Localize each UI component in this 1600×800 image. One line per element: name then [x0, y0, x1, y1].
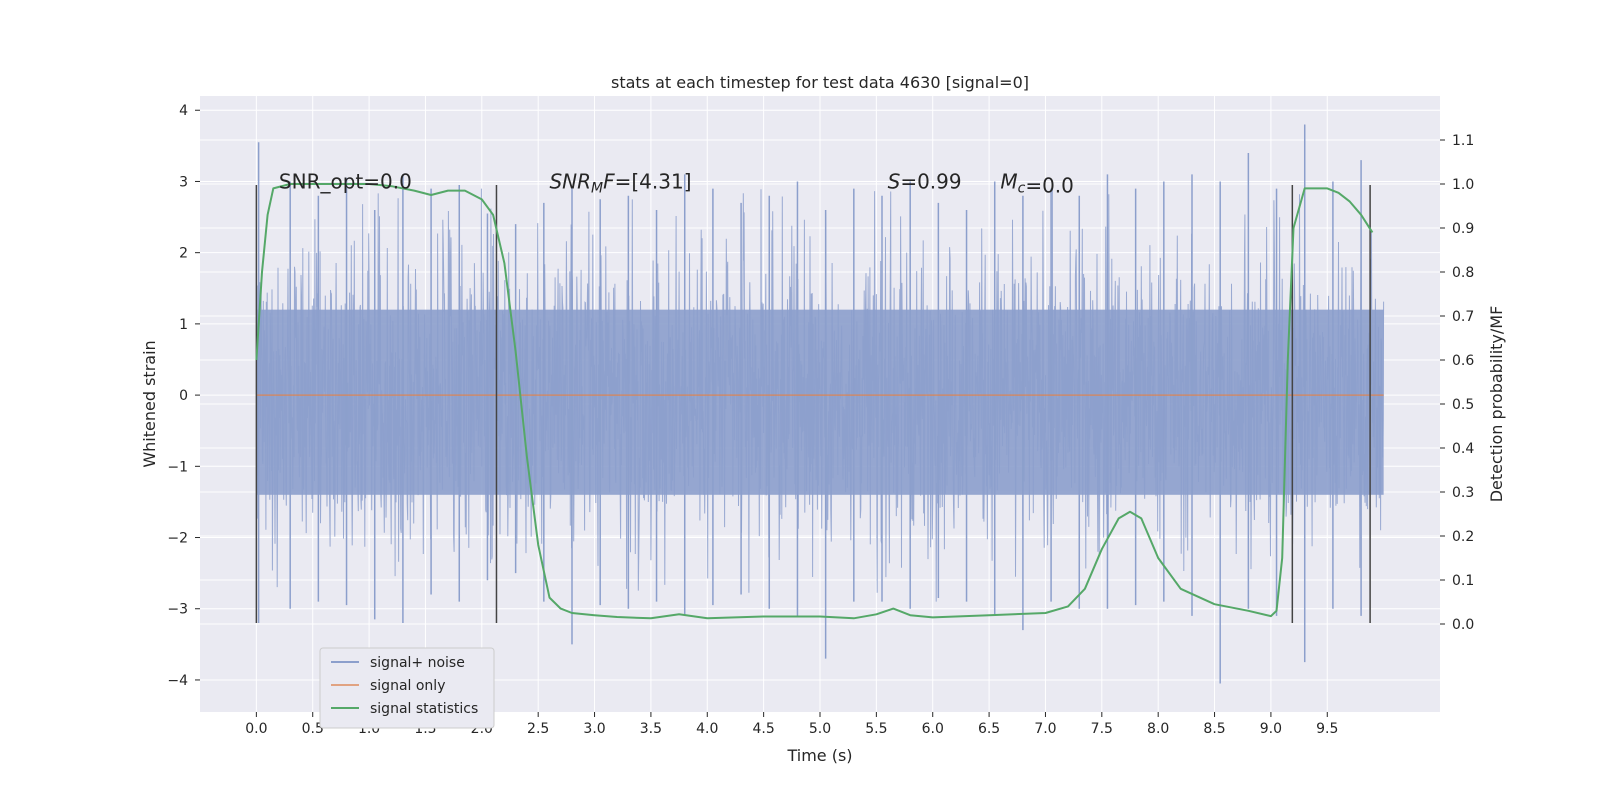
x-tick-label-15: 7.5: [1091, 721, 1113, 737]
y-axis-label-left: Whitened strain: [140, 340, 159, 467]
y-right-tick-label-10: 1.0: [1452, 177, 1474, 193]
y-left-tick-label-5: 1: [179, 317, 188, 333]
x-tick-label-5: 2.5: [527, 721, 549, 737]
y-right-tick-label-5: 0.5: [1452, 397, 1474, 413]
legend: signal+ noise signal only signal statist…: [319, 647, 495, 729]
y-right-tick-label-9: 0.9: [1452, 221, 1474, 237]
axis-ticks: 0.0 0.5 1.0 1.5 2.0 2.5 3.0 3.5 4.0 4.5 5.0 5.5 6.0 6…: [167, 103, 1474, 737]
legend-label-signal-plus-noise: signal+ noise: [370, 655, 465, 671]
legend-label-signal-only: signal only: [370, 678, 445, 694]
x-tick-label-9: 4.5: [753, 721, 775, 737]
x-tick-label-19: 9.5: [1316, 721, 1338, 737]
y-left-tick-label-8: 4: [179, 103, 188, 119]
annotation-1: SNRMF=[4.31]: [549, 169, 691, 196]
annotation-2: S=0.99: [888, 169, 962, 193]
x-tick-label-11: 5.5: [865, 721, 887, 737]
annotation-3: Mc=0.0: [1000, 169, 1074, 197]
legend-label-signal-statistics: signal statistics: [370, 701, 478, 717]
x-tick-label-12: 6.0: [922, 721, 944, 737]
y-right-tick-label-3: 0.3: [1452, 485, 1474, 501]
y-left-tick-label-4: 0: [179, 388, 188, 404]
x-tick-label-1: 0.5: [302, 721, 324, 737]
x-tick-label-6: 3.0: [583, 721, 605, 737]
x-tick-label-10: 5.0: [809, 721, 831, 737]
annotations: SNR_opt=0.0 SNRMF=[4.31] S=0.99 Mc=0.0: [279, 169, 1074, 197]
y-left-tick-label-0: −4: [167, 673, 188, 689]
x-tick-label-7: 3.5: [640, 721, 662, 737]
y-right-tick-label-2: 0.2: [1452, 529, 1474, 545]
series-signal-plus-noise: [255, 124, 1385, 684]
x-tick-label-14: 7.0: [1034, 721, 1056, 737]
y-right-tick-label-1: 0.1: [1452, 573, 1474, 589]
y-right-tick-label-11: 1.1: [1452, 133, 1474, 149]
y-right-tick-label-0: 0.0: [1452, 617, 1474, 633]
x-tick-label-17: 8.5: [1203, 721, 1225, 737]
chart-title: stats at each timestep for test data 463…: [611, 73, 1029, 92]
y-left-tick-label-6: 2: [179, 246, 188, 262]
x-tick-label-0: 0.0: [245, 721, 267, 737]
x-axis-label: Time (s): [786, 746, 852, 765]
legend-box: [319, 647, 495, 729]
x-tick-label-18: 9.0: [1260, 721, 1282, 737]
y-left-tick-label-7: 3: [179, 174, 188, 190]
signal-statistics-line: [255, 183, 1374, 620]
y-right-tick-label-4: 0.4: [1452, 441, 1474, 457]
series-signal-statistics: [255, 183, 1374, 620]
noise-core-band: [256, 309, 1384, 495]
y-right-tick-label-8: 0.8: [1452, 265, 1474, 281]
x-tick-label-16: 8.0: [1147, 721, 1169, 737]
y-left-tick-label-3: −1: [167, 459, 188, 475]
y-axis-label-right: Detection probability/MF: [1487, 306, 1506, 503]
y-right-tick-label-7: 0.7: [1452, 309, 1474, 325]
x-tick-label-13: 6.5: [978, 721, 1000, 737]
y-left-tick-label-2: −2: [167, 531, 188, 547]
x-tick-label-8: 4.0: [696, 721, 718, 737]
annotation-0: SNR_opt=0.0: [279, 169, 412, 193]
y-left-tick-label-1: −3: [167, 602, 188, 618]
y-right-tick-label-6: 0.6: [1452, 353, 1474, 369]
